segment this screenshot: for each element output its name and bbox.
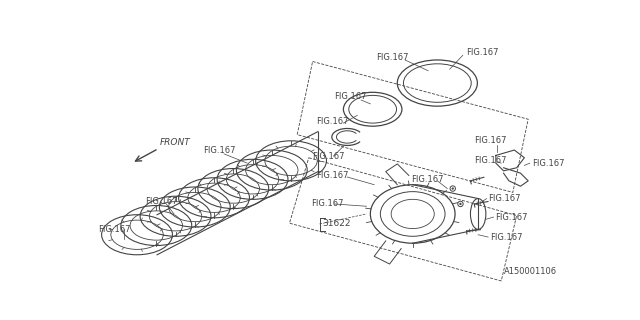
Text: FIG.167: FIG.167 xyxy=(488,194,521,203)
Text: FIG.167: FIG.167 xyxy=(495,212,527,221)
Text: FIG.167: FIG.167 xyxy=(490,233,522,242)
Text: 31622: 31622 xyxy=(322,219,350,228)
Circle shape xyxy=(460,203,461,205)
Text: FIG.167: FIG.167 xyxy=(311,199,344,208)
Text: FIG.167: FIG.167 xyxy=(411,175,444,184)
Text: FIG.167: FIG.167 xyxy=(204,146,236,155)
Text: FIG.167: FIG.167 xyxy=(532,159,564,168)
Text: FRONT: FRONT xyxy=(160,138,191,147)
Text: FIG.167: FIG.167 xyxy=(316,117,349,126)
Text: FIG.167: FIG.167 xyxy=(474,136,507,145)
Text: FIG.167: FIG.167 xyxy=(376,53,409,62)
Text: FIG.167: FIG.167 xyxy=(316,171,349,180)
Text: FIG.167: FIG.167 xyxy=(145,197,178,206)
Circle shape xyxy=(452,188,454,190)
Text: FIG.167: FIG.167 xyxy=(312,152,345,161)
Text: FIG.167: FIG.167 xyxy=(474,156,507,164)
Text: FIG.167: FIG.167 xyxy=(334,92,367,101)
Text: FIG.167: FIG.167 xyxy=(467,48,499,57)
Text: FIG.167: FIG.167 xyxy=(99,225,131,234)
Text: A150001106: A150001106 xyxy=(504,267,557,276)
